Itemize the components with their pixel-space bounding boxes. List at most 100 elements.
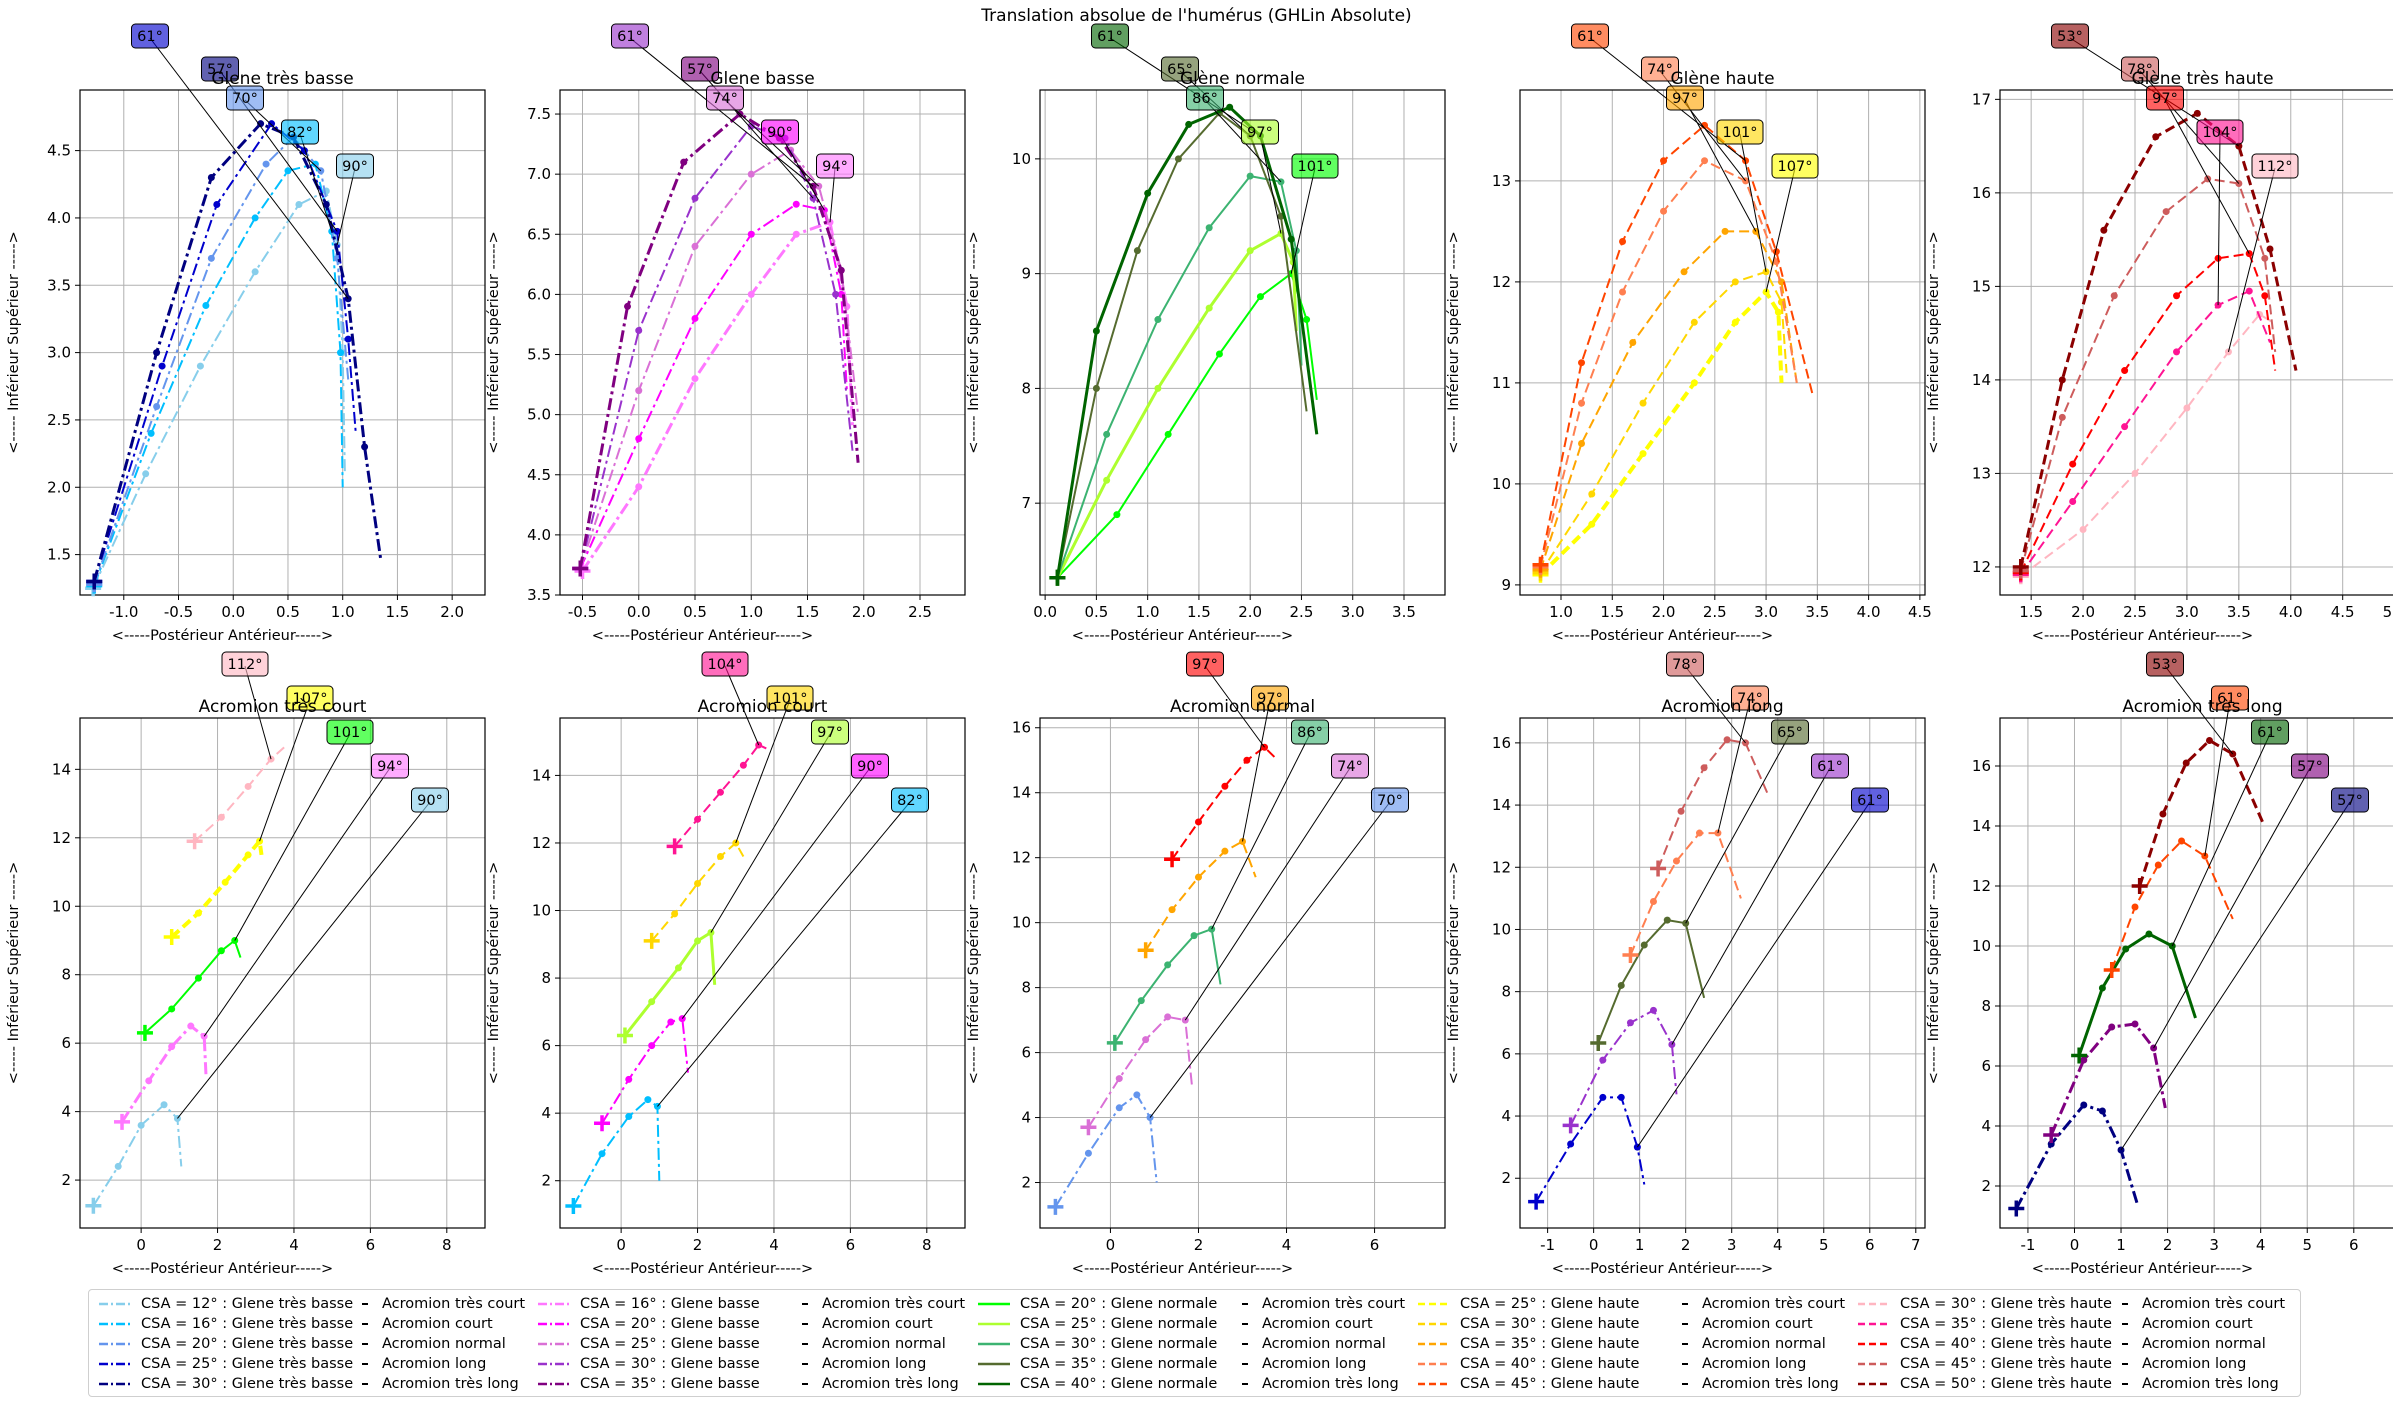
angle-label: 57° bbox=[2297, 759, 2323, 775]
y-tick-label: 10 bbox=[1972, 937, 1991, 955]
legend-entry: Acromion très court bbox=[1236, 1296, 1405, 1312]
data-point bbox=[667, 1018, 675, 1026]
legend-label: Acromion long bbox=[2142, 1356, 2247, 1372]
data-point bbox=[2183, 404, 2191, 412]
leader-line bbox=[2164, 99, 2250, 254]
y-tick-label: 16 bbox=[1972, 757, 1991, 775]
start-marker bbox=[1047, 1198, 1064, 1215]
subplot-1: -1.0 -0.5 0.0 0.5 1.0 1.5 2.0 1.5 2.0 2.5 3.0 3.5 4.… bbox=[6, 23, 486, 644]
x-tick-label: 4 bbox=[1282, 1236, 1292, 1254]
y-tick-label: 12 bbox=[1492, 858, 1511, 876]
data-point bbox=[187, 1022, 195, 1030]
y-tick-label: 13 bbox=[1492, 172, 1511, 190]
legend-label: CSA = 35° : Glene basse bbox=[580, 1376, 760, 1392]
leader-line bbox=[779, 133, 825, 211]
data-point bbox=[1221, 847, 1229, 855]
angle-label: 61° bbox=[1857, 793, 1883, 809]
leader-line bbox=[1684, 99, 1757, 232]
x-tick-label: 4.0 bbox=[1857, 603, 1881, 621]
data-point bbox=[624, 302, 631, 310]
angle-label: 57° bbox=[2337, 793, 2363, 809]
angle-label-box bbox=[336, 153, 374, 179]
angle-label-box bbox=[326, 719, 374, 745]
y-tick-label: 2 bbox=[541, 1172, 551, 1190]
y-tick-label: 6 bbox=[1981, 1057, 1991, 1075]
data-point bbox=[1205, 304, 1213, 312]
data-point bbox=[635, 326, 643, 334]
legend-label: Acromion très long bbox=[382, 1376, 519, 1392]
y-tick-label: 10 bbox=[1492, 920, 1511, 938]
angle-label: 97° bbox=[1192, 657, 1218, 673]
x-tick-label: 3.0 bbox=[1754, 603, 1778, 621]
legend-entry: Acromion court bbox=[1236, 1316, 1373, 1332]
y-tick-label: 11 bbox=[1492, 374, 1511, 392]
legend-swatch bbox=[1242, 1343, 1248, 1345]
legend-entry: CSA = 30° : Glene normale bbox=[976, 1336, 1217, 1352]
legend-entry: CSA = 25° : Glene très basse bbox=[97, 1356, 353, 1372]
angle-label-box bbox=[286, 685, 334, 711]
legend-swatch bbox=[802, 1323, 808, 1325]
y-tick-label: 7.0 bbox=[527, 165, 551, 183]
legend-swatch bbox=[99, 1342, 131, 1346]
x-tick-label: 8 bbox=[922, 1236, 932, 1254]
data-point bbox=[1142, 1036, 1150, 1044]
data-point bbox=[680, 158, 688, 166]
legend-entry: Acromion très court bbox=[1676, 1296, 1845, 1312]
angle-label: 97° bbox=[1247, 125, 1273, 141]
legend-label: Acromion normal bbox=[382, 1336, 506, 1352]
angle-label-box bbox=[1186, 85, 1224, 111]
data-point bbox=[213, 200, 221, 208]
legend-label: CSA = 20° : Glene basse bbox=[580, 1316, 760, 1332]
x-tick-label: -1.0 bbox=[109, 603, 138, 621]
data-point bbox=[2069, 497, 2077, 505]
axes-frame bbox=[1999, 89, 2393, 596]
series-line bbox=[1054, 1093, 1158, 1208]
axes-frame bbox=[559, 717, 966, 1229]
data-point bbox=[694, 879, 702, 887]
x-tick-label: -0.5 bbox=[568, 603, 597, 621]
y-tick-label: 4 bbox=[1021, 1109, 1031, 1127]
legend-label: CSA = 30° : Glene haute bbox=[1460, 1316, 1640, 1332]
leader-line bbox=[657, 801, 911, 1107]
leader-line bbox=[1204, 665, 1265, 748]
angle-label: 112° bbox=[228, 657, 263, 673]
y-tick-label: 16 bbox=[1492, 734, 1511, 752]
angle-label: 53° bbox=[2152, 657, 2178, 673]
legend-entry: Acromion court bbox=[1676, 1316, 1813, 1332]
legend-swatch bbox=[1418, 1322, 1450, 1326]
data-point bbox=[1246, 172, 1254, 180]
x-tick-label: 2.0 bbox=[2071, 603, 2095, 621]
series-line bbox=[2138, 739, 2265, 887]
data-point bbox=[2261, 254, 2269, 262]
series-line bbox=[1629, 832, 1742, 956]
legend-swatch bbox=[802, 1343, 808, 1345]
legend-entry: CSA = 30° : Glene basse bbox=[536, 1356, 760, 1372]
x-tick-label: 2.0 bbox=[1238, 603, 1262, 621]
data-point bbox=[2131, 469, 2139, 477]
start-marker bbox=[643, 932, 660, 949]
y-tick-label: 7 bbox=[1021, 494, 1031, 512]
legend-label: Acromion court bbox=[382, 1316, 493, 1332]
start-marker bbox=[616, 1027, 633, 1044]
data-point bbox=[153, 349, 161, 357]
legend-entry: Acromion très long bbox=[1676, 1376, 1839, 1392]
start-marker bbox=[1528, 1193, 1545, 1210]
angle-label-box bbox=[411, 787, 449, 813]
data-point bbox=[648, 998, 656, 1006]
y-tick-label: 2 bbox=[1981, 1177, 1991, 1195]
y-tick-label: 14 bbox=[1972, 371, 1991, 389]
data-point bbox=[1663, 916, 1671, 924]
angle-label: 86° bbox=[1297, 725, 1323, 741]
data-point bbox=[1680, 268, 1688, 276]
legend-swatch bbox=[2122, 1323, 2128, 1325]
data-point bbox=[2131, 1020, 2139, 1028]
x-tick-label: 2.5 bbox=[2123, 603, 2147, 621]
leader-line bbox=[1685, 733, 1791, 924]
angle-label-box bbox=[1666, 85, 1704, 111]
legend-label: CSA = 40° : Glene haute bbox=[1460, 1356, 1640, 1372]
legend-entry: Acromion court bbox=[796, 1316, 933, 1332]
y-tick-label: 2 bbox=[61, 1171, 71, 1189]
angle-label: 61° bbox=[1577, 29, 1603, 45]
data-point bbox=[2152, 133, 2160, 141]
angle-label: 82° bbox=[287, 125, 313, 141]
